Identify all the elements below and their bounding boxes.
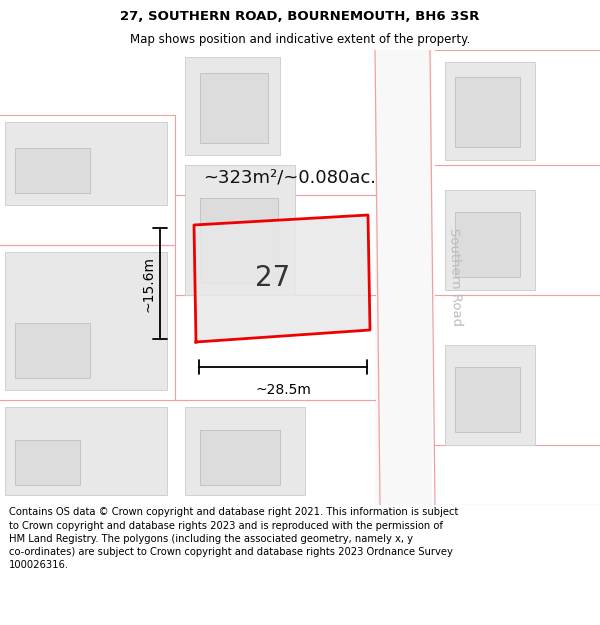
Bar (185, 165, 295, 295)
Text: Southern Road: Southern Road (447, 228, 463, 326)
Text: ~15.6m: ~15.6m (141, 256, 155, 311)
Text: ~323m²/~0.080ac.: ~323m²/~0.080ac. (203, 168, 377, 186)
Bar (5, 122, 167, 205)
Bar (445, 345, 535, 445)
Text: ~28.5m: ~28.5m (255, 383, 311, 397)
Bar (455, 212, 520, 277)
Bar (200, 198, 278, 283)
Text: 27, SOUTHERN ROAD, BOURNEMOUTH, BH6 3SR: 27, SOUTHERN ROAD, BOURNEMOUTH, BH6 3SR (121, 10, 479, 23)
Text: Map shows position and indicative extent of the property.: Map shows position and indicative extent… (130, 32, 470, 46)
Polygon shape (194, 215, 370, 342)
Bar (455, 367, 520, 432)
Bar (455, 77, 520, 147)
Bar (185, 407, 305, 495)
Bar (445, 62, 535, 160)
Bar (200, 430, 280, 485)
Bar (15, 148, 90, 193)
Text: 27: 27 (256, 264, 290, 292)
Bar (5, 407, 167, 495)
Text: Contains OS data © Crown copyright and database right 2021. This information is : Contains OS data © Crown copyright and d… (9, 508, 458, 570)
Polygon shape (375, 50, 432, 505)
Bar (445, 190, 535, 290)
Bar (15, 323, 90, 378)
Bar (200, 73, 268, 143)
Bar (5, 252, 167, 390)
Bar (15, 440, 80, 485)
Bar (185, 57, 280, 155)
